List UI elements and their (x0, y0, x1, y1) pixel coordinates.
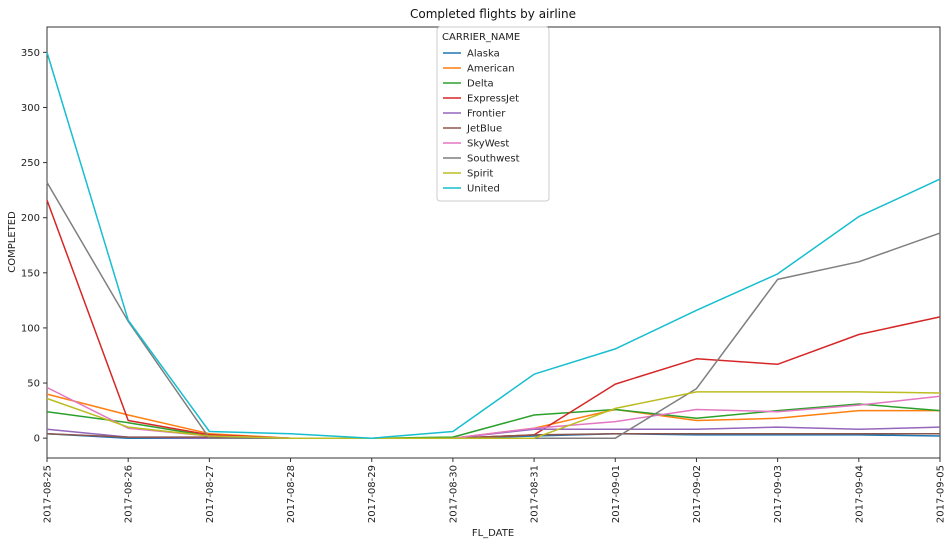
x-tick-label: 2017-08-26 (124, 465, 135, 523)
x-tick-label: 2017-09-04 (854, 465, 865, 523)
x-tick-label: 2017-08-29 (367, 465, 378, 523)
x-tick-label: 2017-08-27 (205, 465, 216, 523)
legend: CARRIER_NAME Alaska American Delta ExpressJe… (436, 26, 550, 202)
y-tick-label: 300 (21, 103, 40, 114)
y-tick-label: 0 (34, 434, 40, 445)
y-tick-label: 100 (21, 323, 40, 334)
y-tick-label: 150 (21, 268, 40, 279)
series-line-jetblue (46, 432, 940, 439)
x-tick-label: 2017-08-30 (448, 465, 459, 523)
legend-entry-skywest: SkyWest (467, 139, 509, 150)
legend-entry-expressjet: ExpressJet (467, 94, 519, 105)
y-tick-label: 50 (27, 379, 40, 390)
legend-title: CARRIER_NAME (442, 32, 520, 43)
x-tick-label: 2017-09-02 (692, 465, 703, 523)
y-tick-label: 350 (21, 48, 40, 59)
series-line-united (46, 52, 941, 439)
legend-entry-alaska: Alaska (467, 49, 500, 60)
x-tick-label: 2017-08-28 (286, 465, 297, 523)
y-axis: 0 50 100 150 200 250 300 350 (21, 48, 47, 445)
legend-entry-spirit: Spirit (467, 169, 493, 180)
x-axis-label: FL_DATE (472, 528, 514, 539)
legend-entry-jetblue: JetBlue (466, 124, 502, 135)
x-tick-label: 2017-09-01 (611, 465, 622, 523)
chart-title: Completed flights by airline (410, 7, 576, 21)
legend-entry-united: United (467, 184, 500, 195)
x-tick-label: 2017-08-25 (43, 465, 54, 523)
legend-entry-delta: Delta (467, 79, 494, 90)
x-axis: 2017-08-25 2017-08-26 2017-08-27 2017-08-28… (43, 458, 947, 523)
x-tick-label: 2017-09-03 (773, 465, 784, 523)
series-lines (46, 52, 941, 439)
y-tick-label: 250 (21, 158, 40, 169)
series-line-spirit (46, 391, 941, 439)
legend-entry-american: American (467, 64, 515, 75)
x-tick-label: 2017-08-31 (530, 465, 541, 523)
y-axis-label: COMPLETED (7, 211, 18, 273)
y-tick-label: 200 (21, 213, 40, 224)
legend-entry-frontier: Frontier (467, 109, 506, 120)
x-tick-label: 2017-09-05 (936, 465, 947, 523)
legend-box (436, 26, 550, 202)
legend-entry-southwest: Southwest (467, 154, 520, 165)
